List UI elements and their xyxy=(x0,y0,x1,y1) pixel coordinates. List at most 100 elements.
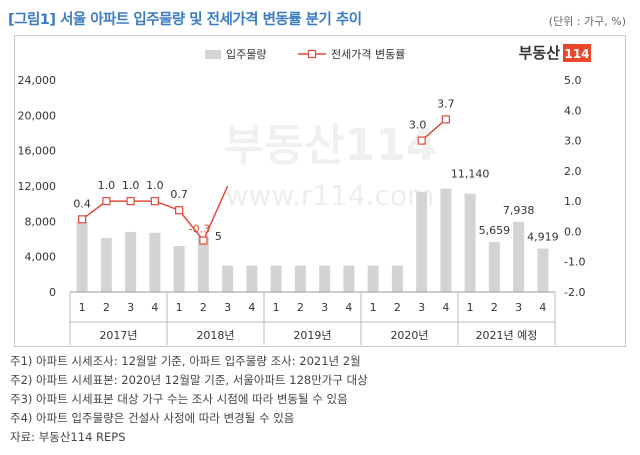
right-axis-tick-label: -1.0 xyxy=(564,256,585,269)
bar-17 xyxy=(464,193,476,292)
chart-title: [그림1] 서울 아파트 입주물량 및 전세가격 변동률 분기 추이 xyxy=(8,12,362,28)
line-point-4 xyxy=(150,197,159,206)
watermark-url: www.r114.com xyxy=(226,179,435,212)
line-value-label: 1.0 xyxy=(122,179,140,192)
line-point-16 xyxy=(441,115,450,124)
quarter-label: 1 xyxy=(79,301,86,314)
bar-5 xyxy=(173,246,185,292)
bar-16 xyxy=(440,188,452,292)
year-label: 2020년 xyxy=(390,329,428,342)
quarter-label: 3 xyxy=(515,301,522,314)
year-label: 2017년 xyxy=(99,329,137,342)
left-axis-tick-label: 8,000 xyxy=(25,215,57,228)
year-label: 2018년 xyxy=(196,329,234,342)
bar-1 xyxy=(76,221,88,292)
bar-19 xyxy=(513,221,525,292)
line-point-1 xyxy=(78,215,87,224)
bar-11 xyxy=(319,265,331,292)
quarter-label: 4 xyxy=(539,301,546,314)
logo-badge-text: 114 xyxy=(564,47,589,61)
bar-3 xyxy=(125,231,137,292)
legend-swatch-bar xyxy=(205,50,221,59)
quarter-label: 1 xyxy=(370,301,377,314)
left-axis-tick-label: 20,000 xyxy=(18,109,57,122)
footnote-2: 주2) 아파트 시세표본: 2020년 12월말 기준, 서울아파트 128만가… xyxy=(10,373,368,387)
source-note: 자료: 부동산114 REPS xyxy=(10,430,126,444)
quarter-label: 2 xyxy=(394,301,401,314)
quarter-label: 4 xyxy=(248,301,255,314)
quarter-label: 3 xyxy=(418,301,425,314)
line-point-5 xyxy=(175,206,184,215)
bar-2 xyxy=(100,238,112,292)
footnote-4: 주4) 아파트 입주물량은 건설사 사정에 따라 변경될 수 있음 xyxy=(10,411,295,425)
footnote-1: 주1) 아파트 시세조사: 12월말 기준, 아파트 입주물량 조사: 2021… xyxy=(10,354,361,368)
line-value-label: -0.3 xyxy=(189,223,210,236)
right-axis-tick-label: 1.0 xyxy=(564,195,582,208)
stray-label: 5 xyxy=(215,230,222,243)
quarter-label: 2 xyxy=(103,301,110,314)
right-axis-tick-label: 4.0 xyxy=(564,104,582,117)
left-axis-tick-label: 24,000 xyxy=(18,74,57,87)
legend-label-bar: 입주물량 xyxy=(226,48,266,61)
watermark-logo-text: 부동산114 xyxy=(223,120,436,171)
bar-14 xyxy=(391,265,403,292)
quarter-label: 2 xyxy=(200,301,207,314)
left-axis-tick-label: 16,000 xyxy=(18,145,57,158)
logo-text: 부동산 xyxy=(519,44,561,62)
bar-4 xyxy=(149,232,161,292)
line-value-label: 1.0 xyxy=(98,179,116,192)
legend-label-line: 전세가격 변동률 xyxy=(331,48,405,61)
bar-15 xyxy=(416,192,428,292)
quarter-label: 4 xyxy=(151,301,158,314)
quarter-label: 1 xyxy=(467,301,474,314)
quarter-label: 2 xyxy=(491,301,498,314)
footnote-3: 주3) 아파트 시세표본 대상 가구 수는 조사 시점에 따라 변동될 수 있음 xyxy=(10,392,348,406)
bar-value-label: 7,938 xyxy=(503,204,535,217)
bar-8 xyxy=(246,265,258,292)
line-value-label: 3.0 xyxy=(409,119,427,132)
quarter-label: 2 xyxy=(297,301,304,314)
line-value-label: 1.0 xyxy=(146,179,164,192)
line-value-label: 0.7 xyxy=(170,188,188,201)
year-label: 2021년 예정 xyxy=(476,329,538,342)
line-point-6 xyxy=(199,236,208,245)
quarter-label: 3 xyxy=(321,301,328,314)
quarter-label: 3 xyxy=(224,301,231,314)
quarter-label: 1 xyxy=(176,301,183,314)
right-axis-tick-label: 2.0 xyxy=(564,165,582,178)
bar-value-label: 11,140 xyxy=(451,168,490,181)
quarter-label: 4 xyxy=(442,301,449,314)
right-axis-tick-label: 0.0 xyxy=(564,225,582,238)
right-axis-tick-label: -2.0 xyxy=(564,286,585,299)
bar-7 xyxy=(222,265,234,292)
right-axis-tick-label: 3.0 xyxy=(564,135,582,148)
bar-20 xyxy=(537,248,549,292)
line-point-3 xyxy=(126,197,135,206)
unit-label: (단위 : 가구, %) xyxy=(548,15,626,28)
bar-6 xyxy=(197,237,209,292)
bar-13 xyxy=(367,265,379,292)
legend-swatch-marker xyxy=(307,49,317,59)
line-value-label: 3.7 xyxy=(437,97,455,110)
bar-10 xyxy=(294,265,306,292)
left-axis-tick-label: 4,000 xyxy=(25,251,57,264)
quarter-label: 4 xyxy=(345,301,352,314)
line-point-15 xyxy=(417,136,426,145)
left-axis-tick-label: 12,000 xyxy=(18,180,57,193)
logo-badge xyxy=(563,44,591,62)
line-value-label: 0.4 xyxy=(73,197,91,210)
bar-18 xyxy=(488,242,500,292)
bar-12 xyxy=(343,265,355,292)
quarter-label: 1 xyxy=(273,301,280,314)
right-axis-tick-label: 5.0 xyxy=(564,74,582,87)
year-label: 2019년 xyxy=(293,329,331,342)
quarter-label: 3 xyxy=(127,301,134,314)
line-point-2 xyxy=(102,197,111,206)
bar-value-label: 5,659 xyxy=(479,224,511,237)
bar-9 xyxy=(270,265,282,292)
footnotes: 주1) 아파트 시세조사: 12월말 기준, 아파트 입주물량 조사: 2021… xyxy=(10,352,368,447)
bar-value-label: 4,919 xyxy=(527,231,559,244)
chart-frame xyxy=(14,35,626,347)
left-axis-tick-label: 0 xyxy=(49,286,56,299)
